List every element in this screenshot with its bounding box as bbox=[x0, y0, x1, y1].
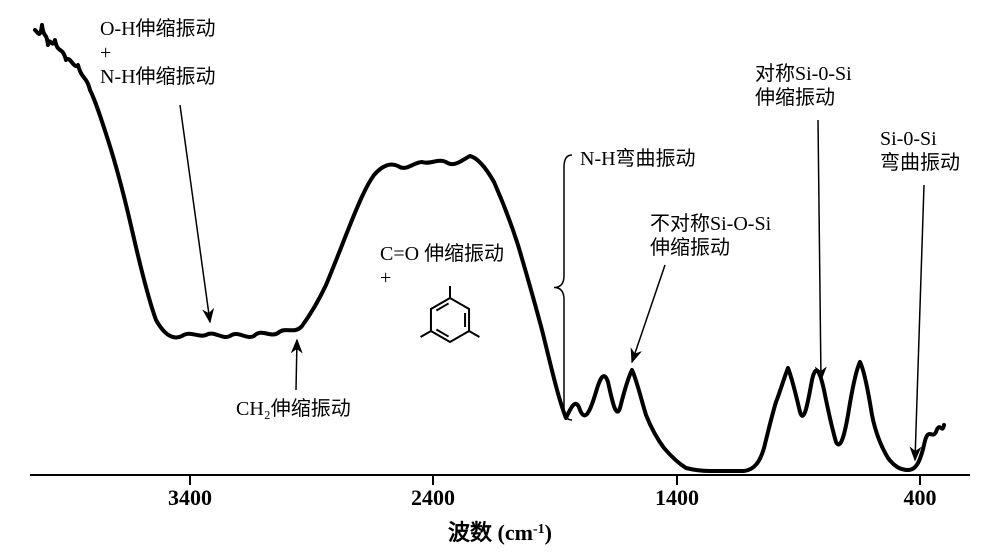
annotation-text: 不对称Si-O-Si bbox=[650, 212, 772, 235]
annotation-text: C=O 伸缩振动 bbox=[380, 242, 504, 265]
annotation-asym-siosi: 不对称Si-O-Si伸缩振动 bbox=[632, 212, 772, 362]
x-tick-label: 3400 bbox=[168, 485, 212, 510]
benzene-icon bbox=[421, 286, 480, 342]
annotation-nh-bend: N-H弯曲振动 bbox=[580, 147, 696, 170]
x-axis-label: 波数 (cm-1) bbox=[448, 520, 552, 545]
annotation-arrow bbox=[180, 105, 210, 322]
x-tick-label: 1400 bbox=[655, 485, 699, 510]
annotation-siosi-bend: Si-0-Si弯曲振动 bbox=[880, 128, 960, 460]
ir-spectrum-chart: 340024001400400波数 (cm-1)O-H伸缩振动+N-H伸缩振动C… bbox=[0, 0, 1000, 552]
annotation-arrow bbox=[915, 185, 924, 460]
annotation-arrow bbox=[296, 340, 297, 390]
annotation-text: 对称Si-0-Si bbox=[755, 62, 852, 85]
annotation-text: O-H伸缩振动 bbox=[100, 17, 216, 40]
annotation-text: 伸缩振动 bbox=[650, 236, 730, 259]
annotation-text: N-H伸缩振动 bbox=[100, 65, 216, 88]
annotation-text: + bbox=[380, 267, 391, 289]
annotation-text: 弯曲振动 bbox=[880, 151, 960, 174]
brace bbox=[554, 155, 572, 420]
annotation-co-stretch: C=O 伸缩振动+ bbox=[380, 242, 504, 289]
spectrum-svg: 340024001400400波数 (cm-1)O-H伸缩振动+N-H伸缩振动C… bbox=[0, 0, 1000, 552]
annotation-arrow bbox=[818, 120, 821, 380]
annotation-ch2-stretch: CH₂伸缩振动 bbox=[236, 340, 351, 420]
annotation-text: + bbox=[100, 42, 111, 64]
annotation-text: CH₂伸缩振动 bbox=[236, 397, 351, 420]
x-tick-label: 400 bbox=[904, 485, 937, 510]
annotation-text: N-H弯曲振动 bbox=[580, 147, 696, 170]
annotation-arrow bbox=[632, 265, 665, 362]
annotation-text: Si-0-Si bbox=[880, 128, 937, 150]
annotation-text: 伸缩振动 bbox=[755, 86, 835, 109]
x-tick-label: 2400 bbox=[411, 485, 455, 510]
